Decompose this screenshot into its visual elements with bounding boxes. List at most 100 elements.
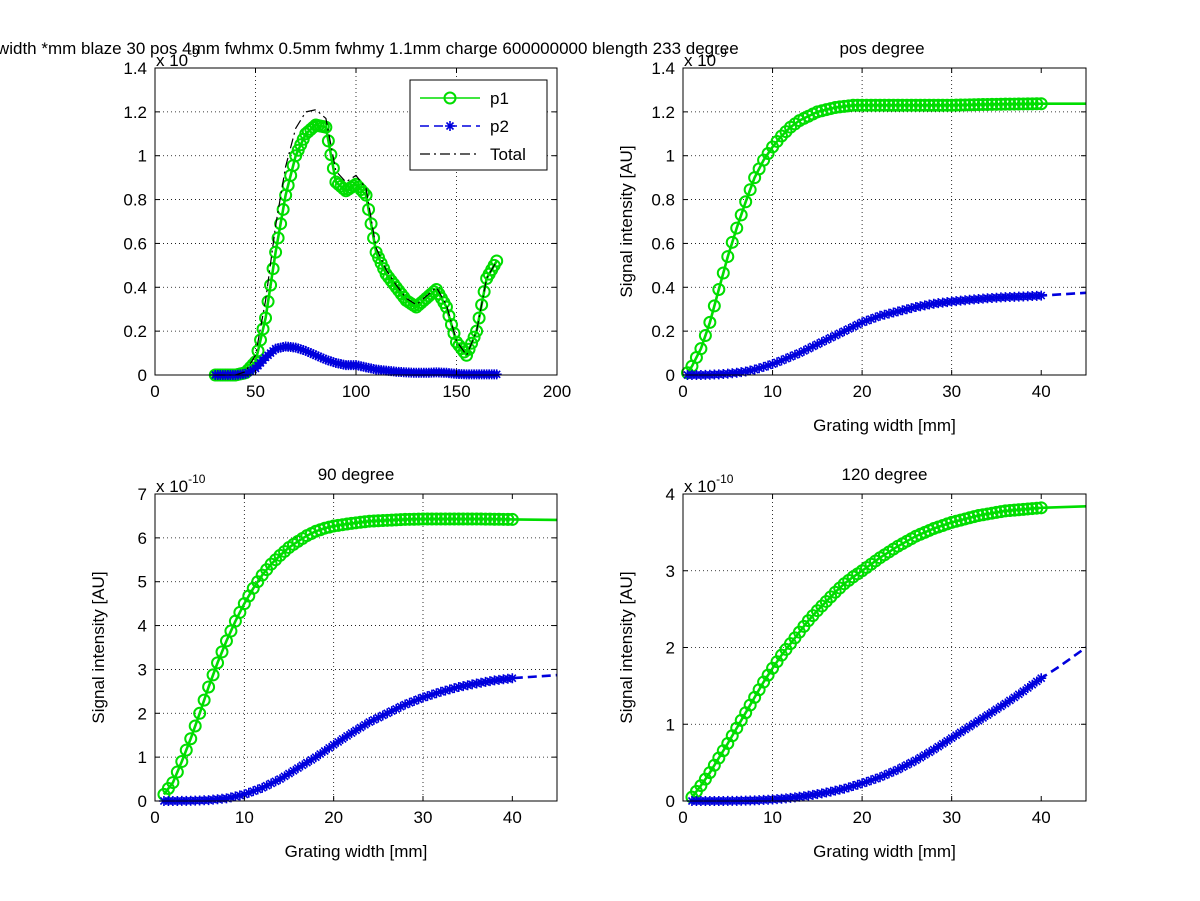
data-point — [716, 266, 730, 280]
data-point — [857, 317, 868, 328]
data-point — [202, 680, 216, 694]
data-point — [860, 98, 874, 112]
legend-marker — [445, 121, 455, 131]
data-point — [883, 768, 894, 779]
data-point — [353, 515, 367, 529]
data-point — [179, 743, 193, 757]
data-point — [855, 98, 869, 112]
data-point — [913, 98, 927, 112]
data-point — [812, 339, 823, 350]
data-point — [420, 512, 434, 526]
y-tick-label: 2 — [138, 704, 147, 723]
data-point — [439, 300, 453, 314]
data-point — [937, 738, 948, 749]
data-point — [470, 512, 484, 526]
x-tick-label: 0 — [150, 808, 159, 827]
data-point — [945, 98, 959, 112]
data-point — [337, 733, 348, 744]
data-point — [462, 342, 476, 356]
data-point — [1025, 502, 1039, 516]
y-tick-label: 3 — [138, 660, 147, 679]
data-point — [870, 773, 881, 784]
y-tick-label: 0 — [666, 792, 675, 811]
data-point — [270, 776, 281, 787]
data-point — [839, 326, 850, 337]
data-point — [901, 304, 912, 315]
data-point — [875, 310, 886, 321]
data-point — [866, 314, 877, 325]
data-point — [188, 719, 202, 733]
x-tick-label: 10 — [235, 808, 254, 827]
data-point — [886, 98, 900, 112]
data-point — [725, 235, 739, 249]
data-point — [927, 98, 941, 112]
data-point — [357, 185, 371, 199]
data-point — [310, 350, 321, 361]
data-point — [734, 208, 748, 222]
axes-box — [154, 493, 558, 802]
series-Total-3 — [215, 109, 498, 376]
data-point — [465, 336, 479, 350]
data-point — [960, 724, 971, 735]
data-point — [852, 319, 863, 330]
data-point — [389, 513, 403, 527]
data-point — [452, 512, 466, 526]
data-point — [266, 262, 280, 276]
y-axis-label: Signal intensity [AU] — [89, 571, 108, 723]
data-point — [371, 514, 385, 528]
data-point — [346, 728, 357, 739]
legend-marker — [443, 91, 457, 105]
data-point — [1034, 97, 1048, 111]
data-point — [946, 733, 957, 744]
data-point — [785, 351, 796, 362]
data-point — [248, 786, 259, 797]
x-axis-label: Grating width [mm] — [813, 416, 956, 435]
data-point — [712, 282, 726, 296]
data-point — [472, 311, 486, 325]
x-tick-label: 10 — [763, 382, 782, 401]
data-point — [842, 99, 856, 113]
data-point — [274, 217, 288, 231]
data-point — [444, 318, 458, 332]
data-point — [976, 508, 990, 522]
data-point — [364, 717, 375, 728]
data-point — [882, 98, 896, 112]
data-point — [400, 699, 411, 710]
data-point — [830, 330, 841, 341]
data-point — [319, 746, 330, 757]
y-tick-label: 0 — [138, 366, 147, 385]
y-exponent-power: -10 — [716, 472, 734, 486]
data-point — [924, 299, 935, 310]
data-point — [425, 512, 439, 526]
data-point — [470, 324, 484, 338]
data-point — [404, 697, 415, 708]
data-point — [1003, 504, 1017, 518]
data-point — [275, 774, 286, 785]
data-point — [986, 707, 997, 718]
data-point — [873, 98, 887, 112]
data-point — [910, 302, 921, 313]
data-point — [949, 98, 963, 112]
y-tick-label: 2 — [666, 639, 675, 658]
data-point — [758, 361, 769, 372]
data-point — [828, 100, 842, 114]
data-point — [740, 366, 751, 377]
data-point — [973, 715, 984, 726]
subplot-4: 0 10 20 30 40 0 1 2 3 4 x 10-10 120 degree Grating w… — [617, 465, 1087, 861]
data-point — [940, 98, 954, 112]
data-point — [703, 315, 717, 329]
y-tick-label: 0.2 — [123, 322, 147, 341]
data-point — [969, 718, 980, 729]
data-point — [848, 321, 859, 332]
data-point — [1030, 97, 1044, 111]
data-point — [1021, 97, 1035, 111]
data-point — [197, 693, 211, 707]
data-point — [931, 98, 945, 112]
data-point — [994, 97, 1008, 111]
data-point — [362, 202, 376, 216]
y-tick-label: 5 — [138, 573, 147, 592]
y-tick-label: 1 — [138, 147, 147, 166]
data-point — [897, 305, 908, 316]
data-point — [429, 512, 443, 526]
